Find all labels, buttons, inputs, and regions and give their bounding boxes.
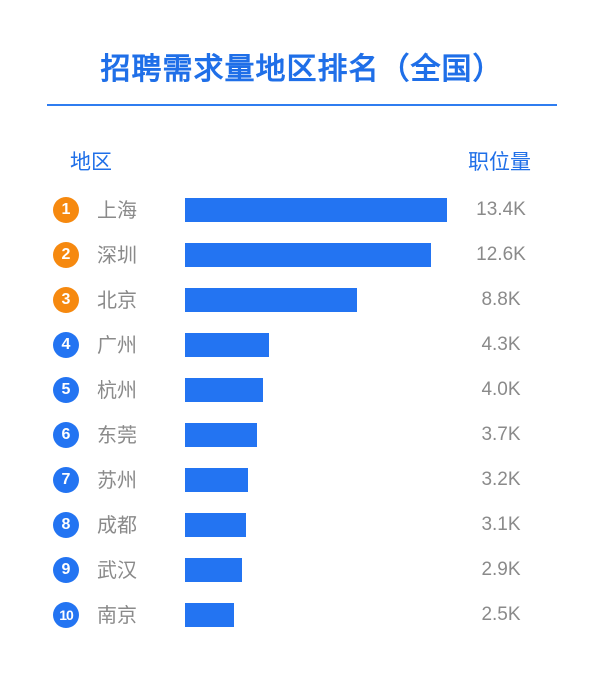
value-label: 13.4K: [476, 199, 526, 220]
value-label: 8.8K: [481, 289, 521, 310]
value-label: 2.9K: [481, 559, 521, 580]
value-bar: [185, 513, 246, 537]
ranking-row: 7 苏州 3.2K: [0, 465, 604, 495]
region-label: 苏州: [97, 468, 137, 492]
region-label: 北京: [97, 288, 137, 312]
region-label: 杭州: [97, 378, 137, 402]
value-label: 4.3K: [481, 334, 521, 355]
value-bar: [185, 468, 248, 492]
region-label: 广州: [97, 333, 137, 357]
ranking-row: 10 南京 2.5K: [0, 600, 604, 630]
value-bar: [185, 378, 263, 402]
rank-badge: 5: [53, 377, 79, 403]
value-bar: [185, 198, 447, 222]
value-bar: [185, 288, 357, 312]
ranking-row: 1 上海 13.4K: [0, 195, 604, 225]
ranking-row: 5 杭州 4.0K: [0, 375, 604, 405]
region-label: 东莞: [97, 423, 137, 447]
rank-badge: 8: [53, 512, 79, 538]
rank-badge: 7: [53, 467, 79, 493]
value-label: 3.2K: [481, 469, 521, 490]
region-label: 武汉: [97, 558, 137, 582]
title-divider: [47, 104, 557, 106]
value-label: 3.7K: [481, 424, 521, 445]
ranking-row: 6 东莞 3.7K: [0, 420, 604, 450]
rank-badge: 6: [53, 422, 79, 448]
value-label: 2.5K: [481, 604, 521, 625]
rank-badge: 2: [53, 242, 79, 268]
rank-badge: 9: [53, 557, 79, 583]
rank-badge: 1: [53, 197, 79, 223]
value-bar: [185, 243, 431, 267]
value-label: 3.1K: [481, 514, 521, 535]
value-bar: [185, 558, 242, 582]
ranking-row: 8 成都 3.1K: [0, 510, 604, 540]
region-column-header: 地区: [70, 150, 112, 174]
value-label: 12.6K: [476, 244, 526, 265]
region-label: 深圳: [97, 243, 137, 267]
value-column-header: 职位量: [468, 150, 531, 174]
ranking-row: 2 深圳 12.6K: [0, 240, 604, 270]
ranking-row: 4 广州 4.3K: [0, 330, 604, 360]
rank-badge: 3: [53, 287, 79, 313]
rank-badge: 10: [53, 602, 79, 628]
ranking-row: 9 武汉 2.9K: [0, 555, 604, 585]
value-bar: [185, 423, 257, 447]
chart-title: 招聘需求量地区排名（全国）: [100, 52, 504, 87]
region-label: 成都: [97, 513, 137, 537]
ranking-row: 3 北京 8.8K: [0, 285, 604, 315]
region-label: 上海: [97, 198, 137, 222]
value-label: 4.0K: [481, 379, 521, 400]
value-bar: [185, 333, 269, 357]
value-bar: [185, 603, 234, 627]
rank-badge: 4: [53, 332, 79, 358]
region-label: 南京: [97, 603, 137, 627]
